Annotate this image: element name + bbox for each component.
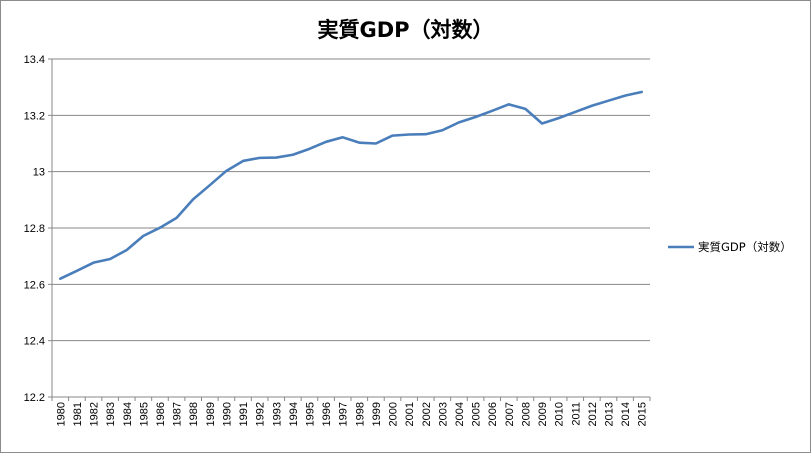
x-tick-label: 1982	[89, 402, 101, 426]
x-tick-label: 1985	[138, 402, 150, 426]
x-tick-label: 2013	[603, 402, 615, 426]
x-tick-label: 2012	[587, 402, 599, 426]
x-tick-label: 1986	[155, 402, 167, 426]
y-tick-label: 12.8	[24, 223, 45, 235]
x-tick-label: 1987	[172, 402, 184, 426]
x-tick-label: 2003	[437, 402, 449, 426]
x-tick-label: 2007	[504, 402, 516, 426]
x-tick-label: 1993	[271, 402, 283, 426]
y-tick-label: 12.4	[24, 336, 45, 348]
y-tick-label: 13.2	[24, 110, 45, 122]
x-tick-label: 2006	[487, 402, 499, 426]
x-tick-label: 2001	[404, 402, 416, 426]
x-tick-label: 1984	[122, 402, 134, 426]
series-line	[59, 90, 643, 281]
x-tick-label: 2000	[388, 402, 400, 426]
x-tick-label: 1981	[72, 402, 84, 426]
x-tick-labels: 1980 1981 1982 1983 1984 1985 1986 1987 1988 1989…	[55, 402, 648, 426]
x-tick-label: 1998	[354, 402, 366, 426]
x-tick-label: 2011	[570, 402, 582, 426]
chart-title: 実質GDP（対数）	[317, 18, 494, 42]
x-tick-label: 2005	[471, 402, 483, 426]
x-tick-label: 1989	[205, 402, 217, 426]
x-tick-label: 2009	[537, 402, 549, 426]
x-tick-label: 1999	[371, 402, 383, 426]
series-layer	[59, 90, 643, 281]
x-tick-label: 2015	[637, 402, 649, 426]
x-tick-label: 2002	[421, 402, 433, 426]
y-tick-label: 12.6	[24, 279, 45, 291]
y-tick-label: 13	[33, 167, 45, 179]
x-tick-label: 2004	[454, 402, 466, 426]
legend-label: 実質GDP（対数）	[698, 240, 792, 254]
x-tick-label: 1992	[255, 402, 267, 426]
x-tick-label: 1995	[304, 402, 316, 426]
x-tick-label: 1988	[188, 402, 200, 426]
axes	[48, 58, 651, 401]
x-tick-label: 2014	[620, 402, 632, 426]
x-tick-label: 1983	[105, 402, 117, 426]
grid-lines	[52, 58, 650, 342]
x-tick-label: 1996	[321, 402, 333, 426]
legend: 実質GDP（対数）	[668, 240, 792, 254]
x-tick-label: 1990	[221, 402, 233, 426]
y-tick-label: 13.4	[24, 54, 45, 66]
x-tick-label: 2010	[554, 402, 566, 426]
x-tick-label: 1980	[55, 402, 67, 426]
x-tick-label: 1991	[238, 402, 250, 426]
y-tick-label: 12.2	[24, 392, 45, 404]
x-tick-label: 2008	[520, 402, 532, 426]
y-tick-labels: 12.2 12.4 12.6 12.8 13 13.2 13.4	[24, 54, 45, 404]
x-tick-label: 1994	[288, 402, 300, 426]
x-tick-label: 1997	[338, 402, 350, 426]
